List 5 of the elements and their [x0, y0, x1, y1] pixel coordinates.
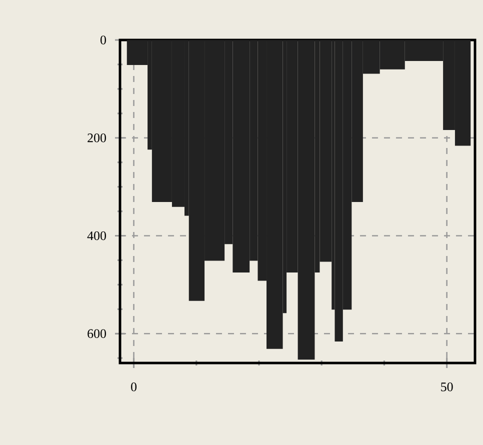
- y-tick-label: 600: [88, 329, 106, 338]
- y-tick-label: 200: [88, 134, 106, 142]
- y-tick-label: 400: [87, 231, 106, 240]
- y-tick-label: 0: [100, 36, 106, 44]
- x-tick-label: 50: [441, 382, 453, 392]
